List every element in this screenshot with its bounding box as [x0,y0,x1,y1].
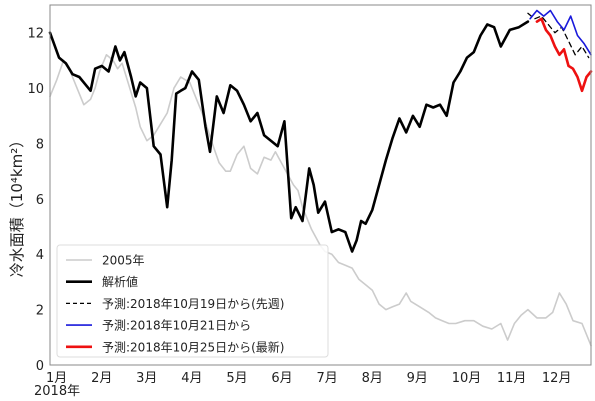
legend-label-2: 予測:2018年10月19日から(先週) [102,297,285,311]
series-line-1 [48,20,530,253]
x-tick-label-0: 1月 [46,371,67,386]
x-tick-label-1: 2月 [91,371,112,386]
x-tick-labels: 1月 2月 3月 4月 5月 6月 7月 8月 9月 10月 11月 12月 [46,371,571,386]
x-tick-label-8: 9月 [407,371,428,386]
y-tick-label-1: 2 [36,304,44,319]
y-tick-label-4: 8 [36,137,44,152]
series-layer [48,9,593,347]
series-line-3 [529,9,592,56]
x-tick-label-3: 4月 [181,371,202,386]
x-tick-label-6: 7月 [317,371,338,386]
y-tick-label-5: 10 [27,82,44,97]
legend-box [56,244,329,358]
y-tick-labels: 0 2 4 6 8 10 12 [27,27,44,374]
x-tick-label-5: 6月 [271,371,292,386]
x-tick-label-2: 3月 [136,371,157,386]
plot-frame [49,4,592,366]
series-line-0 [49,53,592,347]
series-line-2 [527,12,590,59]
x-year-label: 2018年 [34,384,80,399]
legend-label-4: 予測:2018年10月25日から(最新) [102,339,285,354]
legend-label-0: 2005年 [102,254,145,268]
legend-label-1: 解析値 [102,274,138,289]
y-axis-label: 冷水面積（10⁴km²） [8,133,26,277]
x-tick-label-10: 11月 [497,371,527,386]
y-tick-label-2: 4 [36,248,44,263]
x-tick-label-4: 5月 [226,371,247,386]
x-tick-label-9: 10月 [452,371,482,386]
x-tick-label-11: 12月 [542,371,572,386]
y-tick-label-6: 12 [27,27,44,42]
x-tick-label-7: 8月 [362,371,383,386]
y-tick-label-0: 0 [36,359,44,374]
y-tick-label-3: 6 [36,193,44,208]
legend-label-3: 予測:2018年10月21日から [102,319,251,333]
series-line-4 [535,17,593,93]
